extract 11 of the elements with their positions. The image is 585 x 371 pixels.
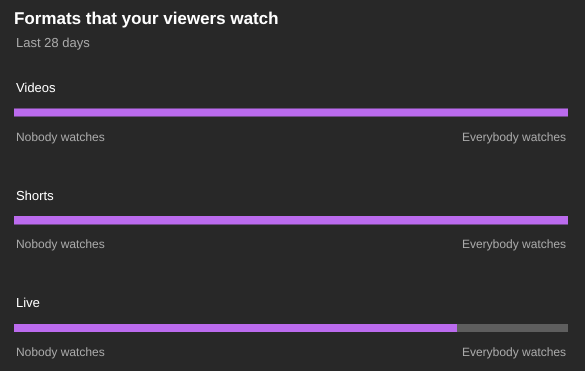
annotation: Everybody watches bbox=[462, 345, 566, 359]
annotation: Everybody watches bbox=[462, 130, 566, 144]
y-tick-label: Videos bbox=[16, 80, 56, 95]
chart-title: Formats that your viewers watch bbox=[14, 8, 279, 28]
annotation: Everybody watches bbox=[462, 237, 566, 251]
y-tick-label: Shorts bbox=[16, 188, 54, 203]
annotation: Nobody watches bbox=[16, 237, 105, 251]
chart-subtitle: Last 28 days bbox=[16, 35, 90, 50]
annotation: Nobody watches bbox=[16, 130, 105, 144]
y-tick-label: Live bbox=[16, 295, 40, 310]
annotation: Nobody watches bbox=[16, 345, 105, 359]
